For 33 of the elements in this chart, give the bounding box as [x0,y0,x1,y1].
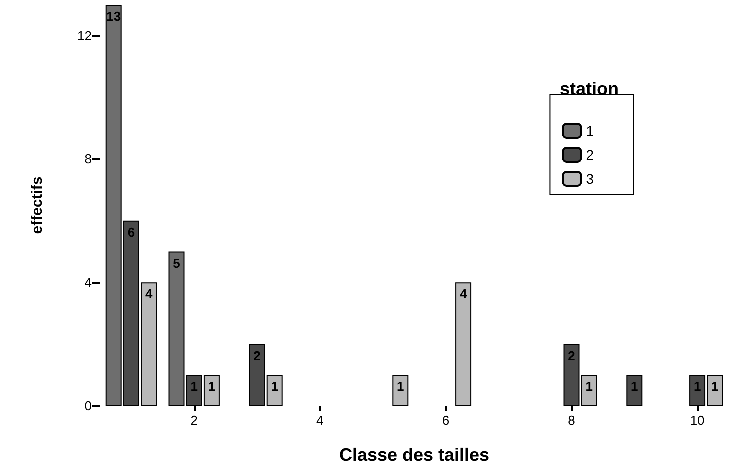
x-tick-label: 6 [442,413,450,428]
data-label: 1 [271,379,278,394]
x-tick-label: 4 [316,413,324,428]
x-axis-title: Classe des tailles [339,445,490,465]
data-label: 1 [631,379,638,394]
data-label: 1 [397,379,404,394]
data-label: 1 [208,379,216,394]
legend-label: 1 [586,123,594,139]
data-label: 6 [128,224,136,240]
legend-label: 2 [586,147,594,163]
data-label: 5 [173,256,180,271]
data-label: 2 [254,348,261,364]
data-label: 13 [106,9,122,24]
bar [626,375,643,406]
legend-title: station [560,79,620,99]
x-tick-label: 10 [690,413,705,428]
x-tick-label: 8 [568,413,576,428]
data-label: 1 [586,379,593,394]
y-tick-label: 12 [78,28,92,44]
y-axis-title: effectifs [29,176,46,234]
data-label: 4 [145,286,154,302]
data-label: 1 [712,379,719,394]
data-label: 2 [568,348,576,364]
bar [392,375,409,406]
data-label: 1 [190,379,198,394]
y-tick-label: 8 [84,152,92,167]
bar [456,282,472,406]
x-tick-label: 2 [190,413,198,428]
legend-label: 3 [586,171,594,187]
data-label: 4 [460,286,468,302]
data-label: 1 [694,379,702,394]
y-tick-label: 4 [84,275,92,290]
y-tick-label: 0 [84,398,92,414]
